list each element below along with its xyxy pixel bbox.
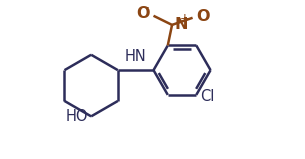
Text: O: O xyxy=(197,9,210,24)
Text: HO: HO xyxy=(65,109,88,124)
Text: −: − xyxy=(139,1,149,14)
Text: N: N xyxy=(175,17,188,32)
Text: Cl: Cl xyxy=(200,89,214,104)
Text: +: + xyxy=(180,12,189,25)
Text: O: O xyxy=(136,6,149,21)
Text: HN: HN xyxy=(125,49,146,64)
